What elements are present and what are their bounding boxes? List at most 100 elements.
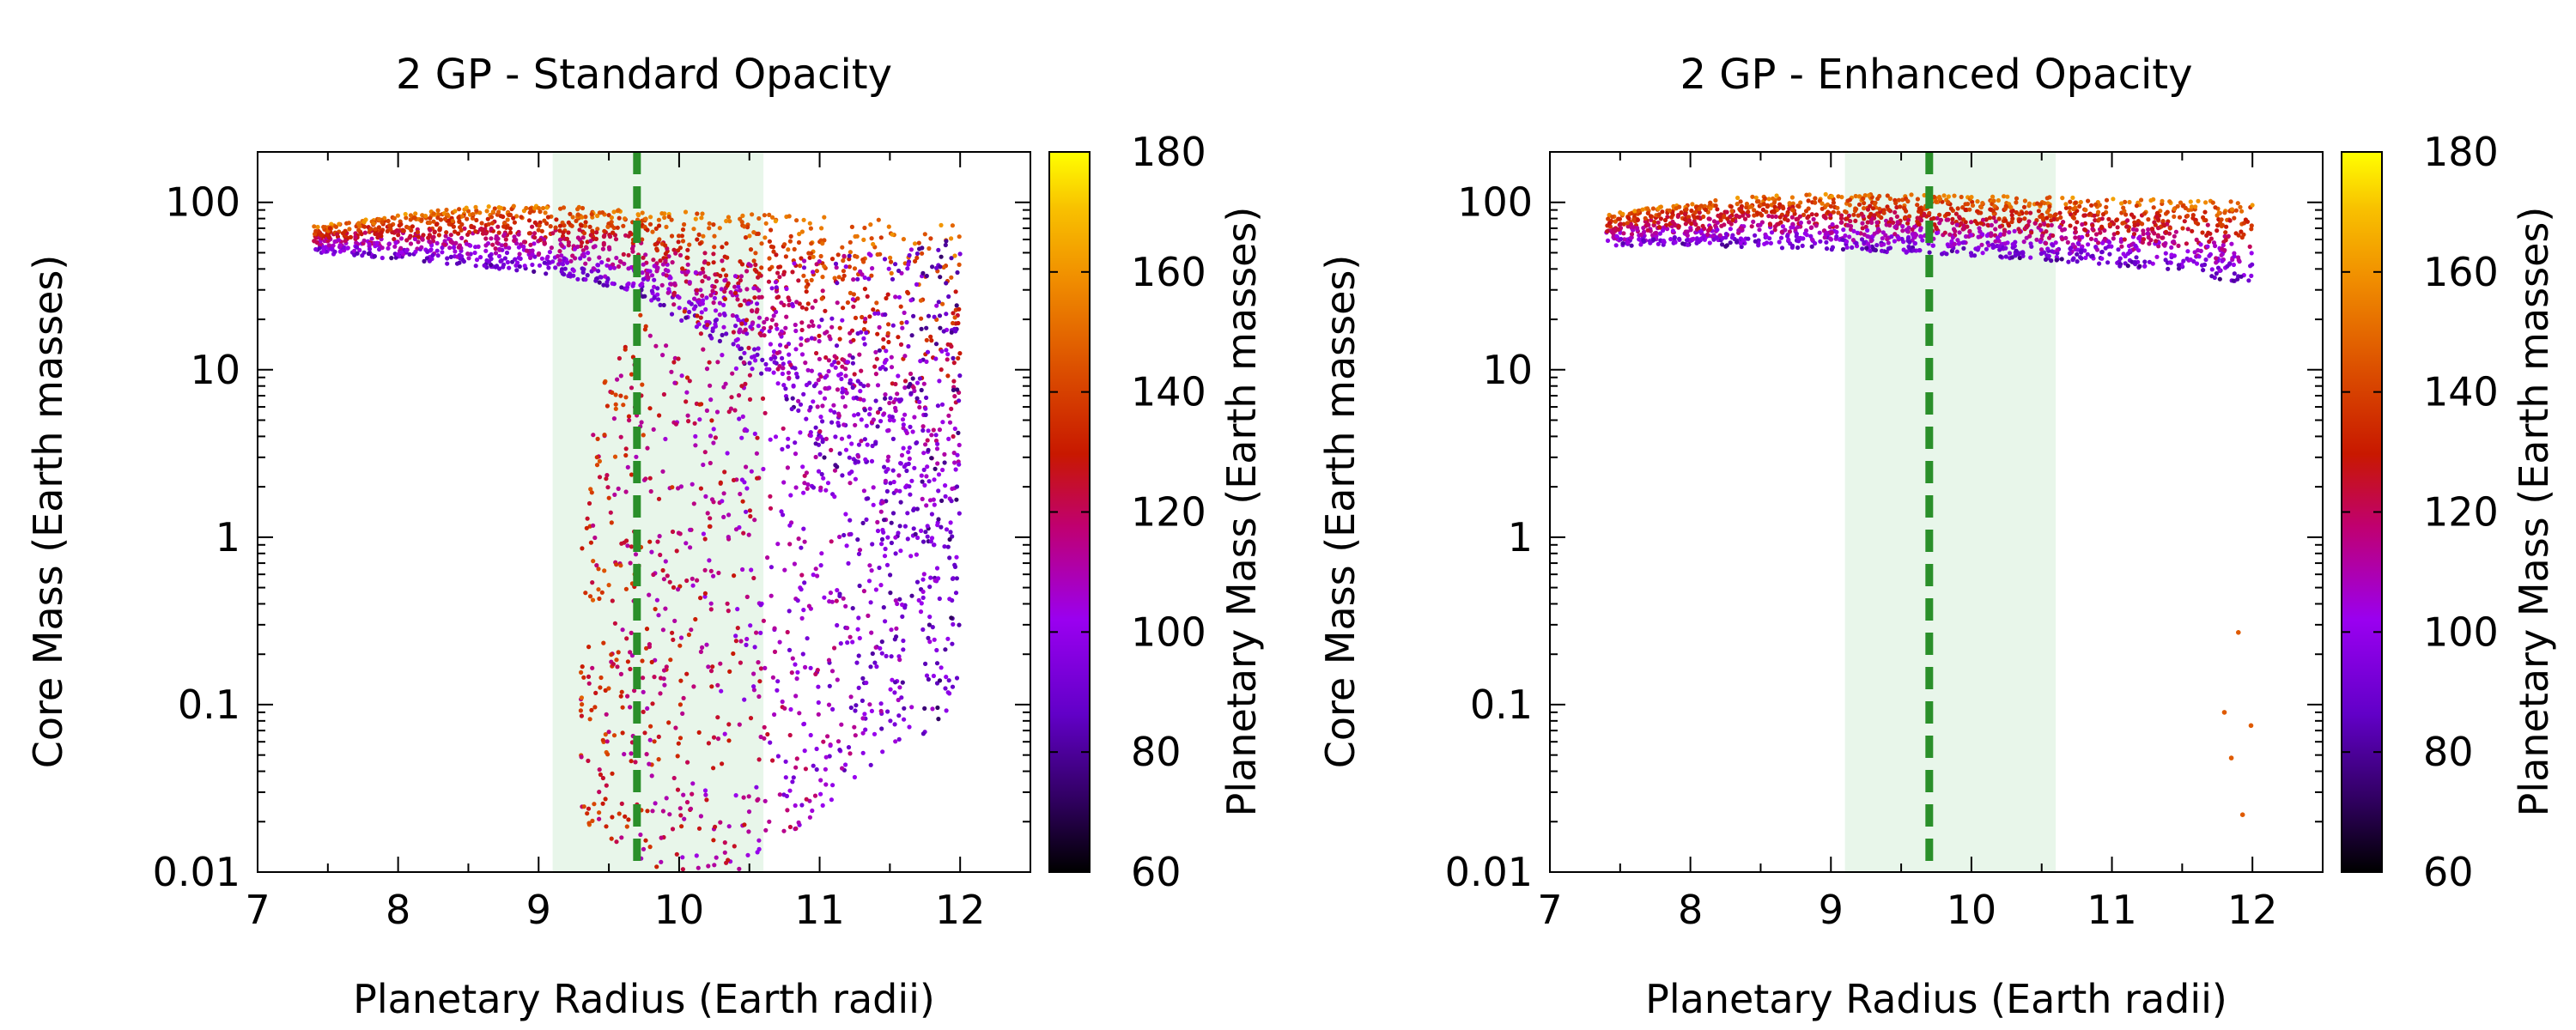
scatter-point: [1789, 225, 1794, 230]
scatter-point: [695, 578, 700, 583]
scatter-point: [2017, 212, 2022, 217]
scatter-point: [597, 280, 602, 285]
scatter-point: [649, 773, 654, 779]
scatter-point: [841, 532, 847, 538]
scatter-point: [600, 775, 606, 781]
scatter-point: [735, 343, 741, 348]
scatter-point: [905, 289, 910, 294]
scatter-point: [2203, 257, 2208, 263]
scatter-point: [914, 552, 919, 557]
scatter-point: [2172, 206, 2177, 212]
scatter-point: [1720, 242, 1725, 247]
scatter-point: [1959, 221, 1964, 226]
scatter-point: [2226, 233, 2231, 239]
scatter-point: [748, 716, 754, 721]
scatter-point: [944, 348, 949, 353]
scatter-point: [1844, 245, 1850, 250]
scatter-point: [704, 367, 710, 372]
scatter-point: [936, 517, 941, 522]
scatter-point: [705, 322, 710, 328]
scatter-point: [929, 512, 934, 517]
scatter-point: [702, 251, 708, 256]
scatter-point: [930, 264, 935, 270]
scatter-point: [817, 338, 822, 344]
scatter-point: [611, 265, 617, 270]
scatter-point: [704, 642, 709, 647]
scatter-point: [809, 368, 815, 373]
scatter-point: [762, 798, 768, 803]
scatter-point: [871, 307, 876, 312]
scatter-point: [1771, 196, 1776, 201]
scatter-point: [781, 480, 787, 485]
scatter-point: [1824, 246, 1830, 251]
scatter-point: [702, 274, 708, 279]
scatter-point: [616, 486, 621, 492]
scatter-point: [412, 236, 417, 242]
scatter-point: [435, 208, 440, 213]
scatter-point: [1996, 244, 2002, 249]
scatter-point: [742, 224, 747, 229]
scatter-point: [595, 436, 600, 441]
scatter-point: [800, 651, 805, 657]
scatter-point: [670, 827, 676, 832]
scatter-point: [579, 223, 584, 228]
scatter-point: [1821, 214, 1826, 219]
scatter-point: [748, 263, 753, 268]
scatter-point: [496, 253, 502, 259]
scatter-point: [920, 731, 926, 736]
y-axis-label: Core Mass (Earth masses): [1317, 255, 1364, 769]
scatter-point: [744, 636, 750, 642]
scatter-point: [739, 477, 745, 482]
scatter-point: [1927, 210, 1932, 215]
scatter-point: [873, 441, 878, 446]
scatter-point: [2237, 259, 2242, 264]
scatter-point: [839, 436, 845, 441]
scatter-point: [721, 514, 726, 520]
scatter-point: [653, 242, 658, 247]
scatter-point: [671, 585, 677, 591]
scatter-point: [410, 224, 415, 229]
scatter-point: [690, 583, 696, 588]
scatter-point: [1789, 208, 1795, 213]
scatter-point: [793, 826, 799, 831]
scatter-point: [1996, 235, 2001, 240]
scatter-point: [805, 367, 811, 373]
scatter-point: [1625, 239, 1631, 245]
scatter-point: [371, 221, 376, 227]
scatter-point: [893, 294, 898, 300]
scatter-point: [432, 229, 437, 234]
scatter-point: [832, 409, 837, 415]
scatter-point: [2038, 222, 2043, 227]
scatter-point: [1838, 215, 1844, 221]
scatter-point: [2228, 199, 2233, 204]
scatter-point: [799, 305, 805, 310]
scatter-point: [870, 443, 875, 449]
scatter-point: [914, 282, 920, 287]
scatter-point: [319, 233, 324, 238]
scatter-point: [2075, 251, 2080, 257]
scatter-point: [793, 803, 798, 809]
scatter-point: [756, 231, 761, 236]
scatter-point: [772, 360, 777, 365]
scatter-point: [1736, 227, 1741, 233]
scatter-point: [747, 508, 753, 513]
scatter-point: [698, 331, 704, 336]
scatter-point: [1986, 223, 1991, 228]
scatter-point: [923, 661, 928, 667]
scatter-point: [2231, 262, 2236, 268]
scatter-point: [2176, 243, 2181, 248]
scatter-point: [949, 406, 954, 411]
scatter-point: [1893, 201, 1899, 206]
scatter-point: [1886, 207, 1892, 212]
scatter-point: [2107, 221, 2112, 227]
scatter-point: [919, 528, 924, 534]
scatter-point: [1827, 236, 1833, 241]
scatter-point: [830, 706, 835, 712]
scatter-point: [1645, 210, 1650, 215]
scatter-point: [684, 800, 690, 805]
scatter-point: [586, 645, 592, 650]
scatter-point: [677, 806, 683, 811]
scatter-point: [2136, 235, 2142, 241]
scatter-point: [420, 237, 425, 242]
chart-title: 2 GP - Enhanced Opacity: [1680, 51, 2192, 99]
